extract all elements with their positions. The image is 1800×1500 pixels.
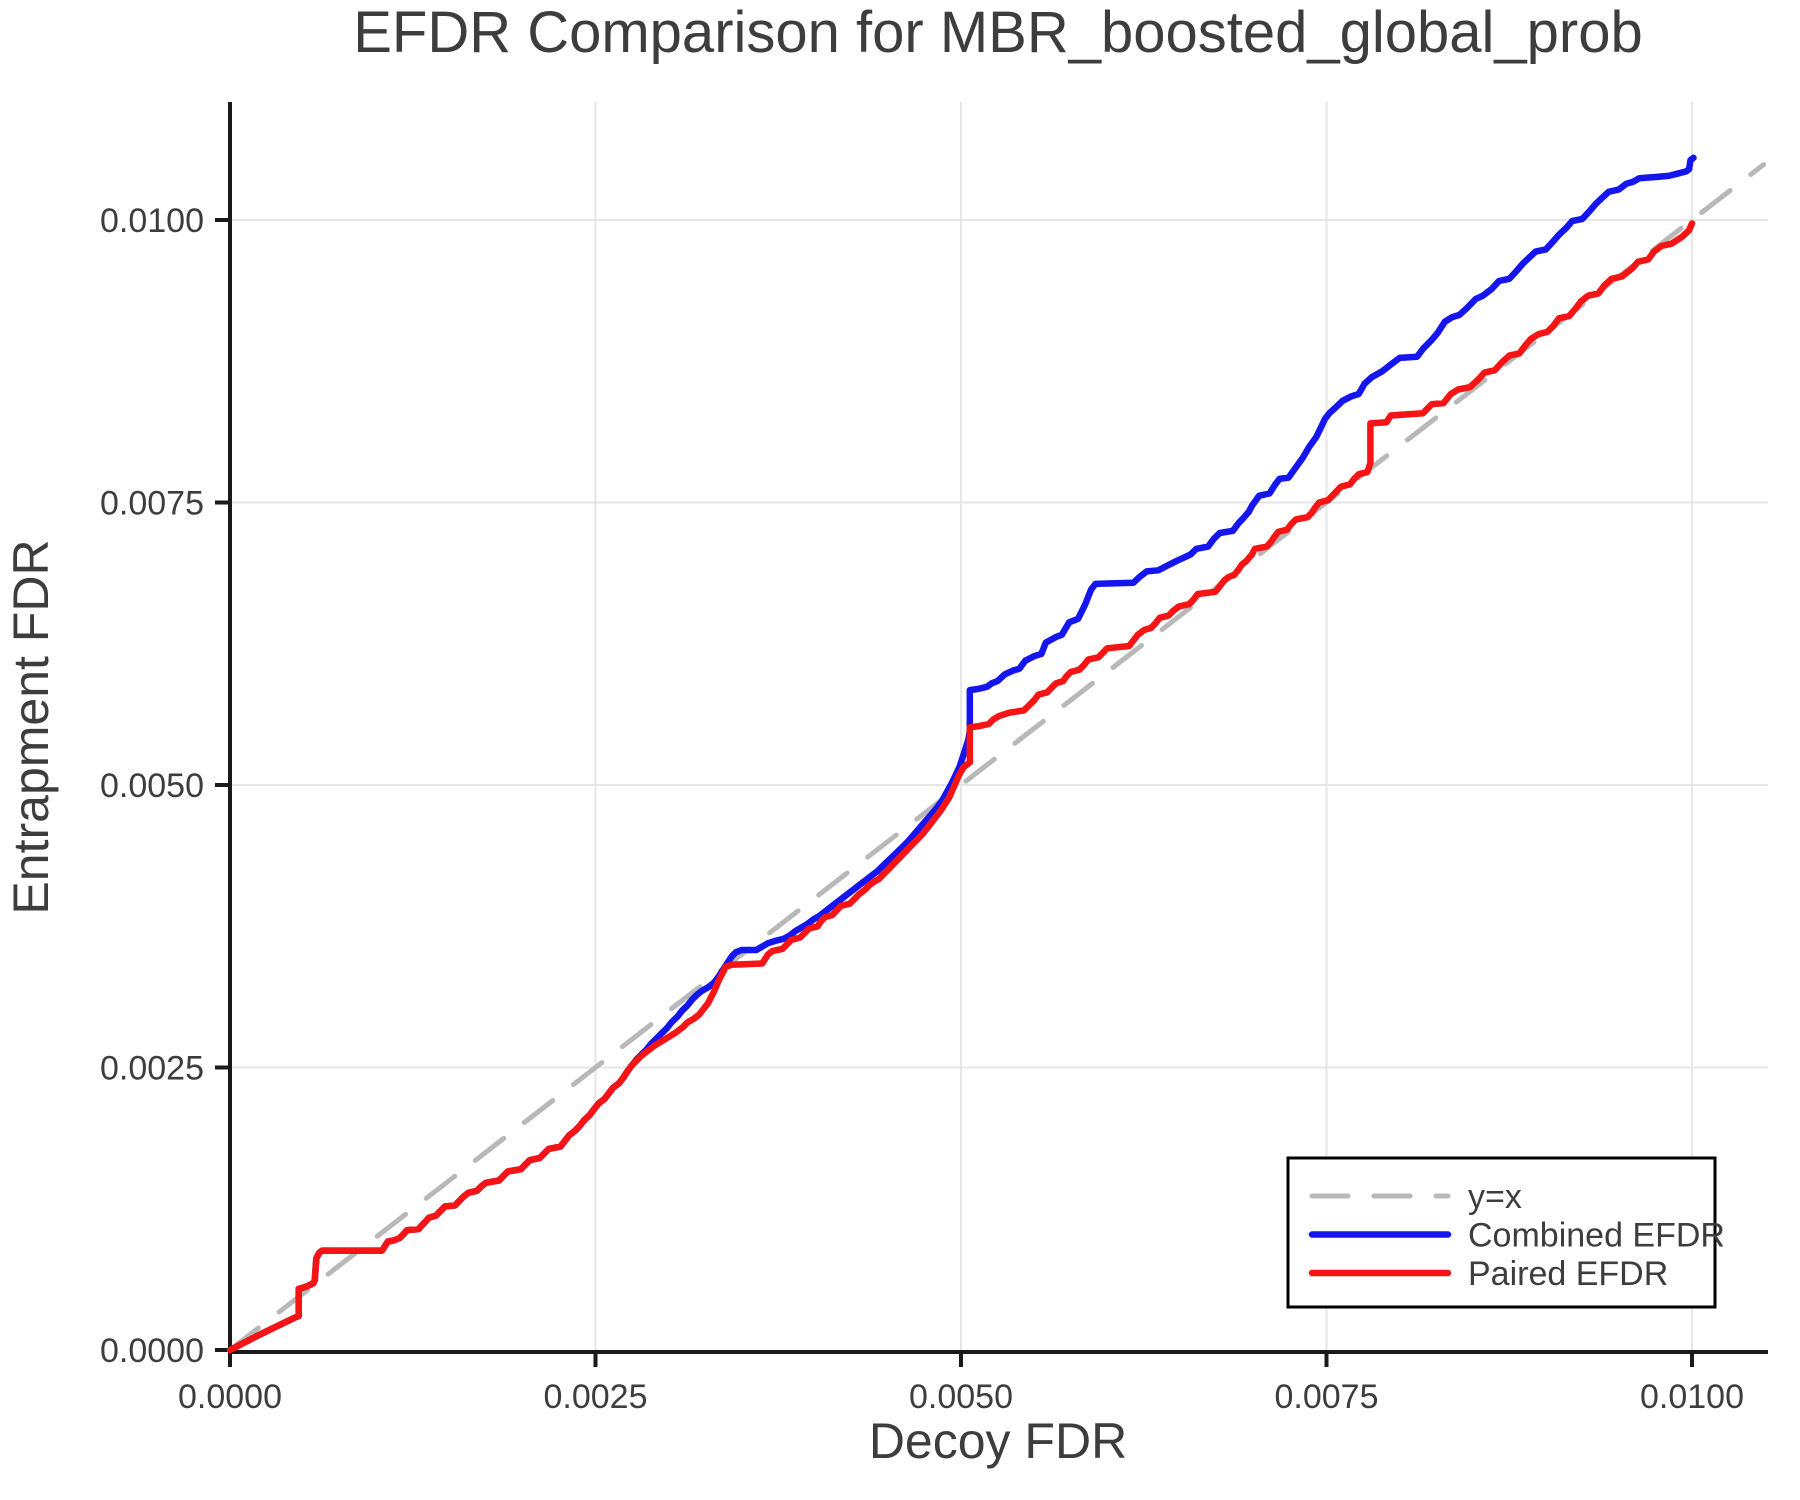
legend-label: y=x [1468, 1178, 1522, 1216]
y-tick-label: 0.0000 [100, 1332, 204, 1370]
x-tick-label: 0.0050 [909, 1378, 1013, 1416]
legend-label: Combined EFDR [1468, 1217, 1725, 1255]
y-tick-label: 0.0100 [100, 202, 204, 240]
grid-lines [230, 102, 1768, 1352]
x-tick-label: 0.0025 [544, 1378, 648, 1416]
y-tick-label: 0.0025 [100, 1050, 204, 1088]
x-tick-label: 0.0075 [1275, 1378, 1379, 1416]
x-tick-label: 0.0000 [178, 1378, 282, 1416]
data-series [226, 154, 1767, 1354]
chart-title: EFDR Comparison for MBR_boosted_global_p… [353, 0, 1643, 65]
series-line-y-x [227, 162, 1767, 1353]
axis-tick-labels: 0.0000 0.0025 0.0050 0.0075 0.0100 0.0000 0.00… [100, 202, 1744, 1416]
x-tick-label: 0.0100 [1640, 1378, 1744, 1416]
axis-spines [228, 102, 1768, 1354]
y-axis-label: Entrapment FDR [3, 539, 59, 914]
series-line-paired-efdr [226, 220, 1696, 1354]
y-tick-label: 0.0050 [100, 767, 204, 805]
axis-ticks [215, 218, 1694, 1367]
legend-label: Paired EFDR [1468, 1255, 1668, 1293]
y-tick-label: 0.0075 [100, 485, 204, 523]
x-axis-label: Decoy FDR [869, 1413, 1127, 1469]
